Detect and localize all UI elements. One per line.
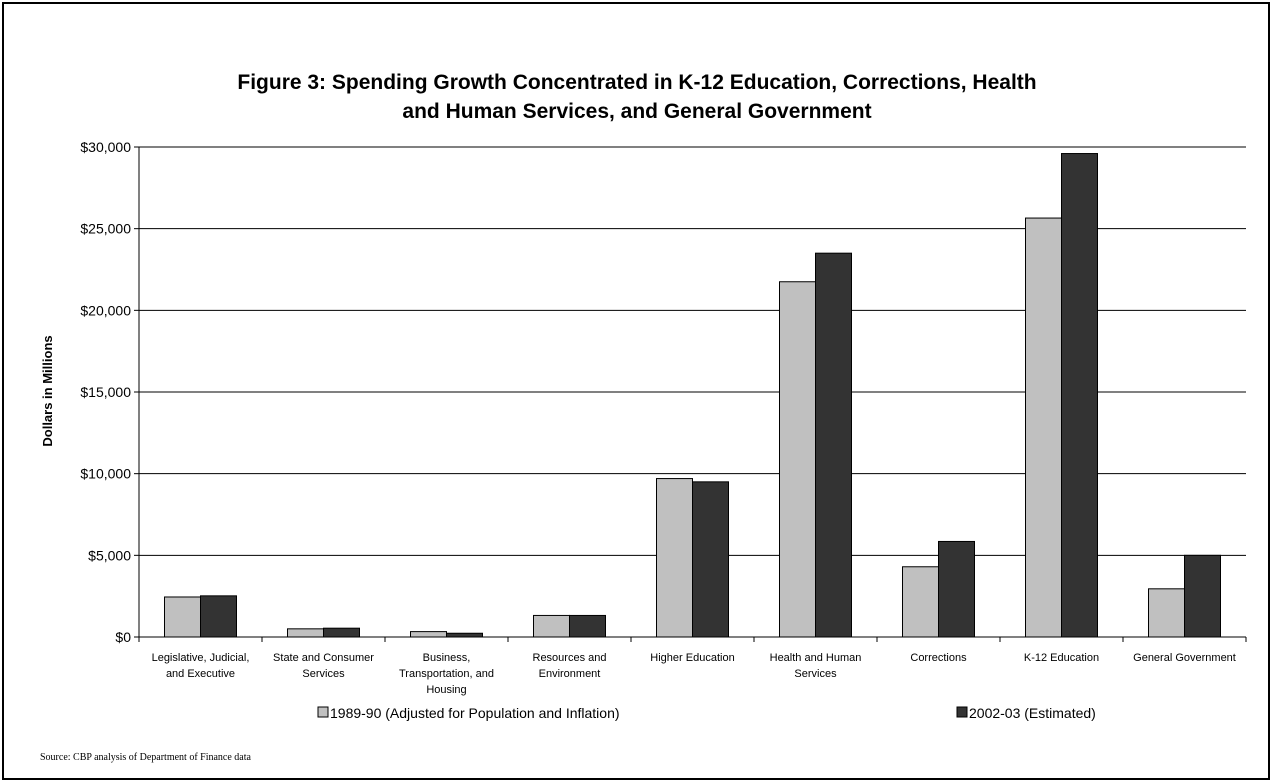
legend-swatch-1989-90 (317, 706, 329, 718)
bar-2002-03 (569, 614, 606, 638)
x-tick-label: Higher Education (650, 652, 734, 664)
bar-1989-90 (287, 628, 324, 638)
bar-1989-90 (410, 631, 447, 638)
bar-2002-03 (1061, 153, 1098, 638)
y-tick-label: $10,000 (80, 466, 131, 482)
bar-2002-03 (1184, 554, 1221, 638)
y-axis-ticks: $0 $5,000 $10,000 $15,000 $20,000 $25,000 $30,… (80, 139, 139, 645)
bar-1989-90 (1025, 217, 1062, 638)
x-tick-label: Resources and Environment (533, 652, 607, 680)
bar-2002-03 (323, 627, 360, 638)
x-tick-label: Business, Transportation, and Housing (399, 652, 494, 696)
bar-2002-03 (815, 252, 852, 638)
bar-2002-03 (200, 595, 237, 638)
source-note: Source: CBP analysis of Department of Fi… (40, 752, 251, 763)
legend-label-2002-03: 2002-03 (Estimated) (969, 705, 1096, 721)
bar-1989-90 (1148, 588, 1185, 638)
chart-title-line-2: and Human Services, and General Governme… (402, 100, 872, 123)
chart-title: Figure 3: Spending Growth Concentrated i… (0, 68, 1274, 126)
bar-1989-90 (164, 596, 201, 638)
bar-2002-03 (446, 632, 483, 638)
x-tick-label: Health and Human Services (770, 652, 862, 680)
bar-1989-90 (902, 566, 939, 638)
x-tick-label: General Government (1133, 652, 1236, 664)
x-tick-label: State and Consumer Services (273, 652, 374, 680)
y-tick-label: $30,000 (80, 139, 131, 155)
legend-label-1989-90: 1989-90 (Adjusted for Population and Inf… (330, 705, 620, 721)
x-axis-labels: Legislative, Judicial, and Executive State… (152, 652, 1236, 696)
axes (138, 147, 1247, 642)
x-tick-label: Legislative, Judicial, and Executive (152, 652, 250, 680)
x-tick-label: K-12 Education (1024, 652, 1099, 664)
bar-2002-03 (692, 481, 729, 638)
legend-swatch-2002-03 (956, 706, 968, 718)
legend: 1989-90 (Adjusted for Population and Inf… (317, 705, 1096, 721)
y-tick-label: $15,000 (80, 384, 131, 400)
y-tick-label: $20,000 (80, 302, 131, 318)
bar-1989-90 (779, 281, 816, 638)
y-axis-label: Dollars in Millions (40, 335, 55, 446)
y-tick-label: $25,000 (80, 221, 131, 237)
bar-1989-90 (656, 478, 693, 638)
x-tick-label: Corrections (910, 652, 967, 664)
y-tick-label: $5,000 (88, 547, 131, 563)
y-tick-label: $0 (115, 629, 131, 645)
bars (164, 153, 1221, 638)
bar-1989-90 (533, 614, 570, 638)
bar-2002-03 (938, 540, 975, 638)
chart-title-line-1: Figure 3: Spending Growth Concentrated i… (237, 71, 1037, 94)
